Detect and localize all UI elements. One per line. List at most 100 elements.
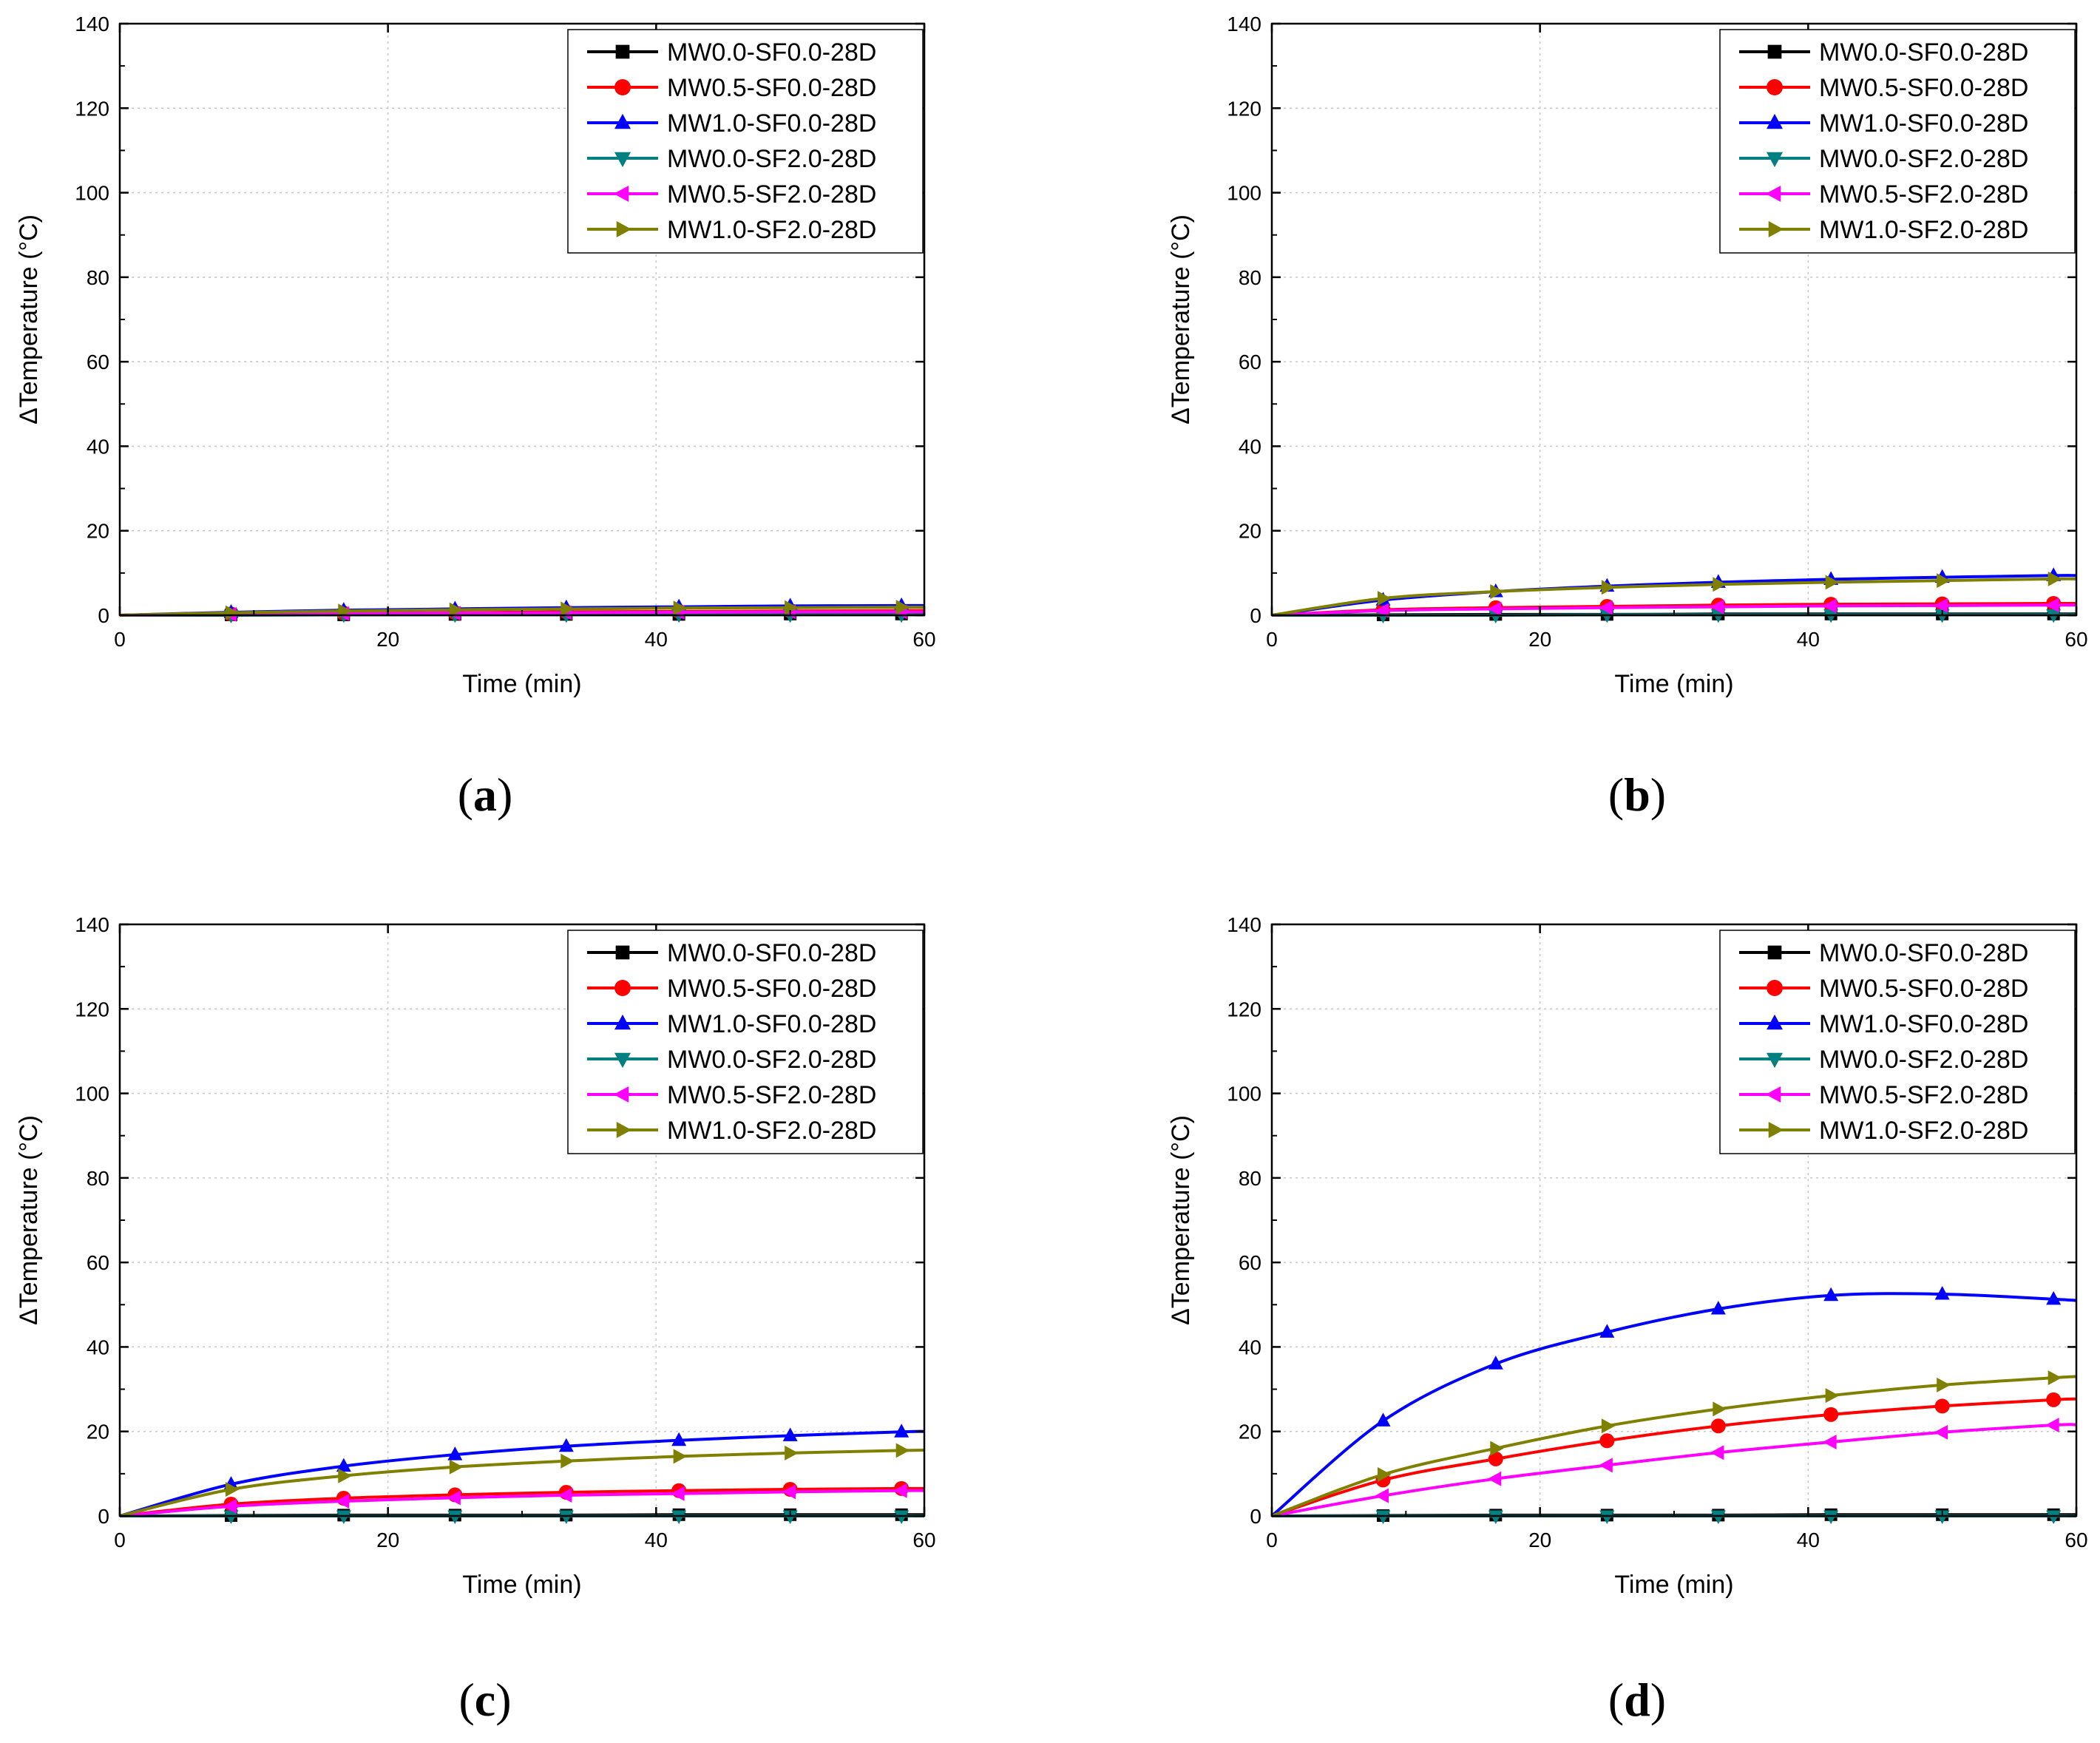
legend-item: MW1.0-SF2.0-28D [1739, 216, 2028, 244]
x-tick-label: 20 [1528, 628, 1551, 651]
legend-label: MW0.0-SF2.0-28D [1819, 1046, 2028, 1074]
legend-box [567, 930, 924, 1154]
data-point [1490, 584, 1504, 599]
data-point [1601, 1418, 1616, 1434]
data-point [671, 1432, 687, 1446]
data-point [2046, 1392, 2062, 1407]
x-axis: 0 20 40 60 [1266, 24, 2088, 651]
data-point [223, 1498, 237, 1514]
legend-item: MW0.5-SF0.0-28D [587, 975, 876, 1003]
legend-item: MW0.5-SF2.0-28D [1739, 1081, 2028, 1109]
legend-label: MW0.5-SF0.0-28D [667, 74, 876, 102]
y-axis-title: ΔTemperature (°C) [15, 214, 43, 424]
legend-marker [1767, 945, 1782, 960]
data-point [1825, 575, 1840, 590]
legend-label: MW1.0-SF0.0-28D [667, 109, 876, 138]
data-point [1488, 1451, 1503, 1466]
y-tick-label: 80 [87, 266, 109, 289]
y-tick-label: 20 [87, 520, 109, 543]
data-point [226, 1482, 240, 1497]
legend-label: MW0.5-SF0.0-28D [1819, 74, 2028, 102]
legend-marker [616, 221, 632, 237]
series-line [1271, 1375, 2077, 1517]
legend-item: MW0.0-SF0.0-28D [1739, 939, 2028, 967]
data-point [895, 600, 910, 615]
legend-marker [1767, 1014, 1783, 1030]
data-point [449, 602, 464, 617]
legend-item: MW0.5-SF2.0-28D [1739, 180, 2028, 209]
panel-a: 0 20 40 60 80 100 120 140 0 20 40 60 Time (min) ΔTemp… [15, 13, 936, 821]
legend-label: MW0.0-SF2.0-28D [667, 1046, 876, 1074]
legend: MW0.0-SF0.0-28D MW0.5-SF0.0-28D MW1.0-SF0.… [567, 29, 924, 254]
series-4 [1271, 598, 2077, 618]
legend-marker [616, 1122, 632, 1138]
panel-label: (d) [1608, 1673, 1666, 1726]
x-tick-label: 20 [376, 1529, 399, 1551]
x-tick-label: 0 [1266, 628, 1278, 651]
panel-label: (c) [458, 1673, 511, 1726]
y-tick-label: 140 [75, 913, 109, 936]
panel-label: (b) [1608, 768, 1666, 821]
x-tick-label: 0 [114, 1529, 126, 1551]
legend-item: MW0.5-SF2.0-28D [587, 180, 876, 209]
data-point [1823, 1510, 1839, 1524]
legend-item: MW1.0-SF2.0-28D [587, 1117, 876, 1145]
y-tick-label: 120 [1227, 97, 1261, 120]
series-line [119, 610, 924, 617]
y-axis: 0 20 40 60 80 100 120 140 [1227, 913, 2076, 1528]
y-tick-label: 20 [87, 1421, 109, 1444]
series-line [119, 1429, 925, 1517]
data-point [1599, 1433, 1615, 1449]
legend-item: MW0.0-SF2.0-28D [1739, 145, 2028, 173]
legend-label: MW0.0-SF0.0-28D [1819, 38, 2028, 67]
data-point [895, 1443, 910, 1458]
series-4 [1271, 1418, 2077, 1517]
data-point [671, 1510, 687, 1524]
legend-marker [1765, 186, 1781, 202]
legend-marker [1767, 980, 1783, 996]
legend: MW0.0-SF0.0-28D MW0.5-SF0.0-28D MW1.0-SF0.… [1719, 930, 2076, 1154]
x-tick-label: 0 [114, 628, 126, 651]
data-point [1375, 1510, 1391, 1524]
panel-d: 0 20 40 60 80 100 120 140 0 20 40 60 Time (min) ΔTemp… [1167, 913, 2088, 1726]
x-axis-title: Time (min) [1614, 670, 1733, 698]
x-tick-label: 20 [1528, 1529, 1551, 1551]
y-tick-label: 40 [87, 1336, 109, 1358]
data-point [1710, 599, 1724, 615]
legend-marker [615, 44, 630, 59]
y-tick-label: 100 [75, 182, 109, 205]
legend-marker [1768, 1122, 1784, 1138]
data-point [1937, 1377, 1951, 1392]
legend-marker [1767, 44, 1782, 59]
legend-box [1719, 29, 2076, 254]
legend-label: MW0.5-SF2.0-28D [1819, 1081, 2028, 1109]
x-tick-label: 20 [376, 628, 399, 651]
series-line [1270, 1292, 2077, 1517]
y-tick-label: 0 [1250, 1505, 1261, 1528]
legend-label: MW0.5-SF0.0-28D [1819, 975, 2028, 1003]
data-point [1378, 1467, 1392, 1482]
x-tick-label: 60 [912, 628, 935, 651]
data-point [336, 1458, 351, 1472]
data-point [1934, 1286, 1950, 1300]
x-axis-title: Time (min) [1614, 1571, 1733, 1599]
data-point [1375, 603, 1389, 618]
y-tick-label: 100 [75, 1083, 109, 1106]
data-point [1599, 1324, 1615, 1338]
data-point [1823, 1287, 1839, 1302]
series-5 [1271, 571, 2077, 617]
x-axis-title: Time (min) [462, 1571, 581, 1599]
legend-item: MW0.0-SF0.0-28D [1739, 38, 2028, 67]
series-1 [1271, 1392, 2077, 1517]
x-tick-label: 40 [1797, 1529, 1820, 1551]
legend-item: MW0.0-SF2.0-28D [1739, 1046, 2028, 1074]
legend-label: MW1.0-SF0.0-28D [667, 1010, 876, 1038]
data-point [2046, 1510, 2062, 1524]
data-point [558, 1488, 572, 1503]
x-axis-title: Time (min) [462, 670, 581, 698]
y-tick-label: 0 [98, 604, 109, 627]
series-line [119, 1448, 925, 1517]
y-tick-label: 60 [87, 351, 109, 373]
data-point [782, 1484, 796, 1500]
